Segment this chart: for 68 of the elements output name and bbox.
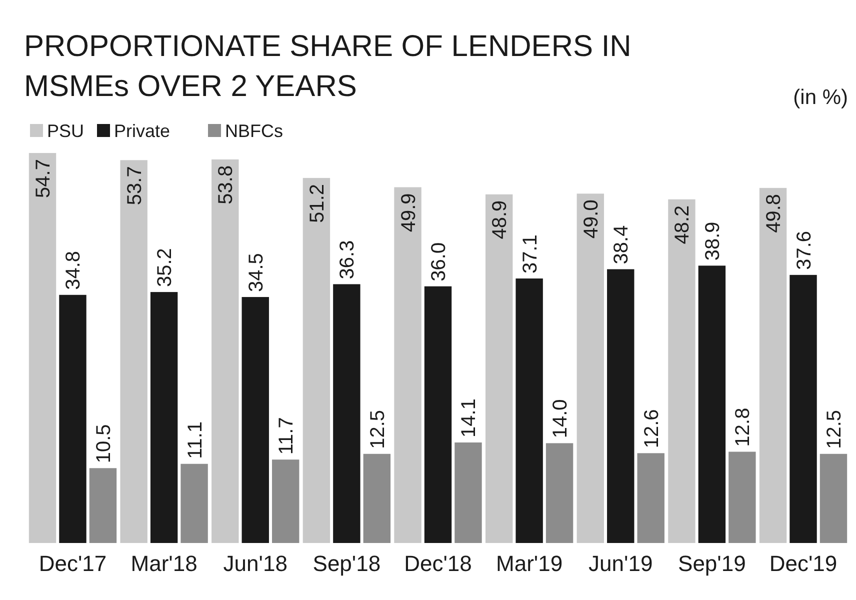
- data-label: 12.5: [366, 410, 389, 449]
- chart-title: PROPORTIONATE SHARE OF LENDERS IN MSMEs OVER 2 YEARS: [24, 30, 632, 103]
- bar: [28, 153, 56, 543]
- bar: [546, 443, 574, 543]
- bar: [394, 187, 422, 543]
- data-label: 37.6: [793, 230, 816, 270]
- data-label: 36.0: [428, 242, 450, 282]
- bar: [180, 464, 208, 543]
- bar: [637, 453, 664, 543]
- x-tick-label: Sep'18: [312, 551, 381, 576]
- data-label: 37.1: [519, 234, 542, 274]
- bar: [485, 194, 513, 543]
- data-label: 35.2: [154, 248, 176, 288]
- bar: [728, 452, 756, 543]
- bar: [454, 442, 482, 543]
- data-label: 48.2: [672, 205, 694, 244]
- x-tick-label: Jun'19: [588, 551, 653, 576]
- data-label: 53.8: [215, 165, 238, 204]
- data-label: 14.0: [550, 399, 572, 438]
- data-label: 10.5: [92, 424, 115, 464]
- data-label: 51.2: [306, 184, 328, 223]
- data-label: 38.9: [702, 222, 724, 261]
- legend-label: NBFCs: [225, 121, 283, 141]
- data-label: 34.8: [62, 250, 85, 290]
- bar: [759, 188, 787, 543]
- bar: [212, 159, 239, 543]
- data-label: 11.1: [184, 421, 206, 459]
- bar: [698, 266, 726, 543]
- bar: [790, 274, 817, 543]
- data-label: 53.7: [124, 166, 146, 206]
- x-tick-label: Mar'19: [496, 551, 563, 576]
- data-label: 12.8: [732, 408, 754, 447]
- data-label: 34.5: [245, 253, 268, 292]
- data-label: 49.9: [398, 193, 420, 232]
- bar: [333, 284, 360, 543]
- legend-label: Private: [114, 121, 170, 141]
- bar: [242, 297, 269, 543]
- bar: [272, 460, 300, 543]
- bar: [120, 160, 148, 543]
- bar: [59, 294, 86, 543]
- bar: [302, 178, 330, 543]
- bar: [150, 292, 178, 543]
- bar: [607, 269, 634, 543]
- x-tick-label: Jun'18: [223, 551, 288, 576]
- chart-subtitle: (in %): [793, 86, 848, 109]
- data-label: 49.8: [763, 194, 786, 233]
- data-label: 49.0: [580, 200, 602, 239]
- bar: [363, 454, 391, 543]
- x-tick-label: Dec'17: [38, 551, 107, 576]
- legend-label: PSU: [47, 121, 84, 141]
- bar: [820, 454, 848, 543]
- data-label: 12.6: [640, 409, 663, 448]
- data-label: 48.9: [489, 200, 512, 240]
- data-label: 14.1: [458, 398, 480, 438]
- bar: [576, 194, 604, 543]
- bar: [424, 286, 452, 543]
- x-tick-label: Dec'19: [769, 551, 838, 576]
- data-label: 38.4: [610, 225, 633, 264]
- bar: [89, 468, 117, 543]
- data-label: 12.5: [823, 410, 846, 449]
- data-label: 54.7: [32, 159, 55, 198]
- bar: [516, 278, 543, 543]
- data-label: 11.7: [276, 417, 298, 455]
- x-tick-label: Sep'19: [678, 551, 746, 576]
- x-tick-label: Mar'18: [130, 551, 198, 576]
- bar: [668, 199, 696, 543]
- data-label: 36.3: [336, 240, 359, 280]
- x-tick-label: Dec'18: [404, 551, 472, 576]
